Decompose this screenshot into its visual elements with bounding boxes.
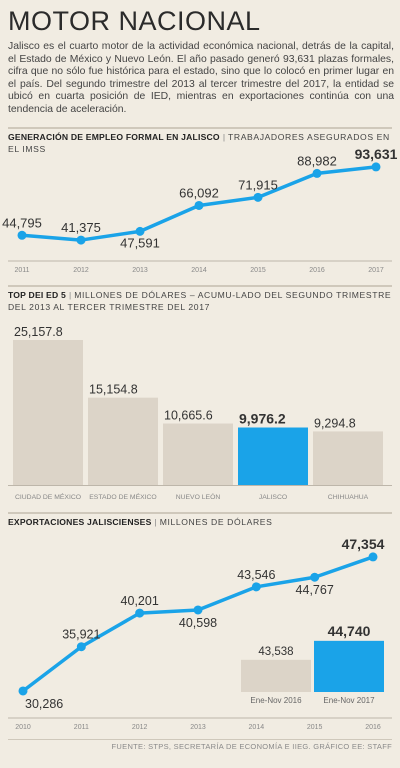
exports-inset-data-label-1: 44,740 [328, 623, 371, 639]
exports-point-2010 [18, 686, 28, 696]
employment-point-2012 [76, 235, 86, 245]
exports-point-2013 [193, 605, 203, 615]
exports-inset-bar-1 [314, 640, 384, 692]
employment-point-2014 [194, 200, 204, 210]
fdi-bar-3 [238, 427, 308, 485]
fdi-bar-1 [88, 397, 158, 485]
fdi-chart-subtitle-line1: MILLONES DE DÓLARES – ACUMU-LADO DEL SEG… [74, 290, 392, 300]
employment-data-label-2014: 66,092 [179, 185, 219, 200]
exports-inset-data-label-0: 43,538 [258, 646, 293, 658]
exports-point-2014 [251, 582, 261, 592]
exports-line-chart: 43,538 Ene-Nov 2016 44,740 Ene-Nov 2017 30,2… [8, 536, 392, 731]
exports-point-2015 [310, 572, 320, 582]
employment-point-2015 [253, 192, 263, 202]
exports-x-tick-2014: 2014 [249, 724, 265, 731]
source-footer: FUENTE: STPS, SECRETARÍA DE ECONOMÍA E I… [111, 742, 392, 751]
fdi-bar-2 [163, 423, 233, 485]
employment-chart-title: GENERACIÓN DE EMPLEO FORMAL EN JALISCO [8, 132, 220, 142]
employment-data-label-2011: 44,795 [2, 215, 42, 230]
employment-x-tick-2013: 2013 [132, 267, 148, 274]
fdi-data-label-0: 25,157.8 [14, 325, 63, 339]
fdi-category-label-2: NUEVO LEÓN [176, 492, 221, 501]
employment-data-label-2013: 47,591 [120, 235, 160, 250]
exports-x-tick-2015: 2015 [307, 724, 323, 731]
employment-data-label-2017: 93,631 [355, 146, 398, 162]
fdi-data-label-1: 15,154.8 [89, 383, 138, 397]
page-title: MOTOR NACIONAL [8, 6, 261, 36]
employment-x-tick-2014: 2014 [191, 267, 207, 274]
exports-chart-subtitle: MILLONES DE DÓLARES [159, 517, 273, 527]
employment-x-tick-2017: 2017 [368, 267, 384, 274]
exports-x-tick-2016: 2016 [365, 724, 381, 731]
exports-point-2011 [76, 642, 86, 652]
fdi-category-label-4: CHIHUAHUA [328, 494, 369, 501]
employment-chart-header: GENERACIÓN DE EMPLEO FORMAL EN JALISCO | T… [8, 127, 392, 155]
fdi-bar-0 [13, 340, 83, 485]
exports-data-label-2011: 35,921 [62, 628, 100, 642]
exports-x-tick-2013: 2013 [190, 724, 206, 731]
employment-data-label-2016: 88,982 [297, 153, 337, 168]
intro-paragraph: Jalisco es el cuarto motor de la activid… [8, 41, 394, 115]
fdi-data-label-4: 9,294.8 [314, 416, 356, 430]
employment-x-tick-2012: 2012 [73, 267, 89, 274]
fdi-chart-subtitle-line2: DEL 2013 AL TERCER TRIMESTRE DEL 2017 [8, 301, 210, 312]
fdi-category-label-0: CIUDAD DE MÉXICO [15, 492, 81, 501]
exports-data-label-2010: 30,286 [25, 697, 63, 711]
fdi-category-label-1: ESTADO DE MÉXICO [89, 492, 156, 501]
exports-x-tick-2011: 2011 [74, 724, 89, 731]
employment-point-2013 [135, 226, 145, 236]
employment-x-tick-2015: 2015 [250, 267, 266, 274]
bottom-divider [8, 739, 392, 740]
fdi-data-label-2: 10,665.6 [164, 409, 213, 423]
exports-x-tick-2012: 2012 [132, 724, 148, 731]
fdi-bar-chart: 25,157.8 CIUDAD DE MÉXICO 15,154.8 ESTADO D… [8, 325, 392, 501]
employment-x-tick-2011: 2011 [14, 267, 29, 274]
exports-data-label-2015: 44,767 [296, 583, 334, 597]
exports-data-label-2013: 40,598 [179, 616, 217, 630]
fdi-bar-4 [313, 431, 383, 485]
employment-x-tick-2016: 2016 [309, 267, 325, 274]
exports-point-2016 [368, 552, 378, 562]
exports-inset-category-1: Ene-Nov 2017 [323, 696, 375, 705]
employment-chart-subtitle: TRABAJADORES ASEGURADOS EN EL IMSS [8, 132, 390, 154]
exports-data-label-2014: 43,546 [237, 568, 275, 582]
employment-point-2016 [312, 168, 322, 178]
employment-data-label-2012: 41,375 [61, 220, 101, 235]
employment-point-2011 [17, 230, 27, 240]
fdi-data-label-3: 9,976.2 [239, 411, 286, 427]
exports-chart-title: EXPORTACIONES JALISCIENSES [8, 517, 152, 527]
fdi-category-label-3: JALISCO [259, 494, 287, 501]
exports-inset-bar-0 [241, 659, 311, 692]
exports-chart-header: EXPORTACIONES JALISCIENSES | MILLONES DE D… [8, 512, 392, 529]
exports-data-label-2012: 40,201 [121, 594, 159, 608]
exports-x-tick-2010: 2010 [15, 724, 31, 731]
employment-point-2017 [371, 162, 381, 172]
exports-point-2012 [135, 608, 145, 618]
fdi-chart-header: TOP DEI ED 5 | MILLONES DE DÓLARES – ACUMU… [8, 285, 392, 313]
employment-line-chart: 44,795 2011 41,375 2012 47,591 2013 66,092 2014… [2, 146, 398, 274]
fdi-chart-title: TOP DEI ED 5 [8, 290, 66, 300]
employment-data-label-2015: 71,915 [238, 177, 278, 192]
exports-inset-category-0: Ene-Nov 2016 [250, 696, 302, 705]
exports-data-label-2016: 47,354 [342, 536, 385, 552]
